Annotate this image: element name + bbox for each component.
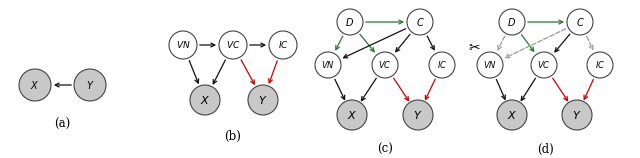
Text: $VC$: $VC$ xyxy=(378,60,392,70)
Text: $IC$: $IC$ xyxy=(595,60,605,70)
Text: (b): (b) xyxy=(225,130,241,143)
Text: $VN$: $VN$ xyxy=(175,40,190,51)
Text: (a): (a) xyxy=(54,118,70,131)
Circle shape xyxy=(567,9,593,35)
Text: $Y$: $Y$ xyxy=(572,109,582,121)
Circle shape xyxy=(407,9,433,35)
Text: $VN$: $VN$ xyxy=(321,60,335,70)
Text: $X$: $X$ xyxy=(347,109,357,121)
Text: $VC$: $VC$ xyxy=(226,40,240,51)
Circle shape xyxy=(497,100,527,130)
Text: $Y$: $Y$ xyxy=(413,109,423,121)
Circle shape xyxy=(74,69,106,101)
Text: $VN$: $VN$ xyxy=(483,60,497,70)
Circle shape xyxy=(429,52,455,78)
Circle shape xyxy=(499,9,525,35)
Circle shape xyxy=(587,52,613,78)
Circle shape xyxy=(562,100,592,130)
Circle shape xyxy=(190,85,220,115)
Circle shape xyxy=(169,31,197,59)
Circle shape xyxy=(219,31,247,59)
Text: ✂: ✂ xyxy=(468,41,480,55)
Text: $X$: $X$ xyxy=(507,109,517,121)
Circle shape xyxy=(315,52,341,78)
Circle shape xyxy=(403,100,433,130)
Text: $X$: $X$ xyxy=(30,79,40,91)
Text: $VC$: $VC$ xyxy=(537,60,551,70)
Circle shape xyxy=(269,31,297,59)
Text: (d): (d) xyxy=(536,143,554,156)
Circle shape xyxy=(337,100,367,130)
Text: $X$: $X$ xyxy=(200,94,210,106)
Text: $D$: $D$ xyxy=(508,16,516,28)
Circle shape xyxy=(477,52,503,78)
Text: $C$: $C$ xyxy=(415,16,424,28)
Circle shape xyxy=(248,85,278,115)
Text: $D$: $D$ xyxy=(346,16,355,28)
Text: (c): (c) xyxy=(377,143,393,156)
Circle shape xyxy=(337,9,363,35)
Text: $IC$: $IC$ xyxy=(437,60,447,70)
Circle shape xyxy=(372,52,398,78)
Text: $C$: $C$ xyxy=(575,16,584,28)
Text: $Y$: $Y$ xyxy=(86,79,94,91)
Circle shape xyxy=(19,69,51,101)
Circle shape xyxy=(531,52,557,78)
Text: $IC$: $IC$ xyxy=(278,40,289,51)
Text: $Y$: $Y$ xyxy=(259,94,268,106)
